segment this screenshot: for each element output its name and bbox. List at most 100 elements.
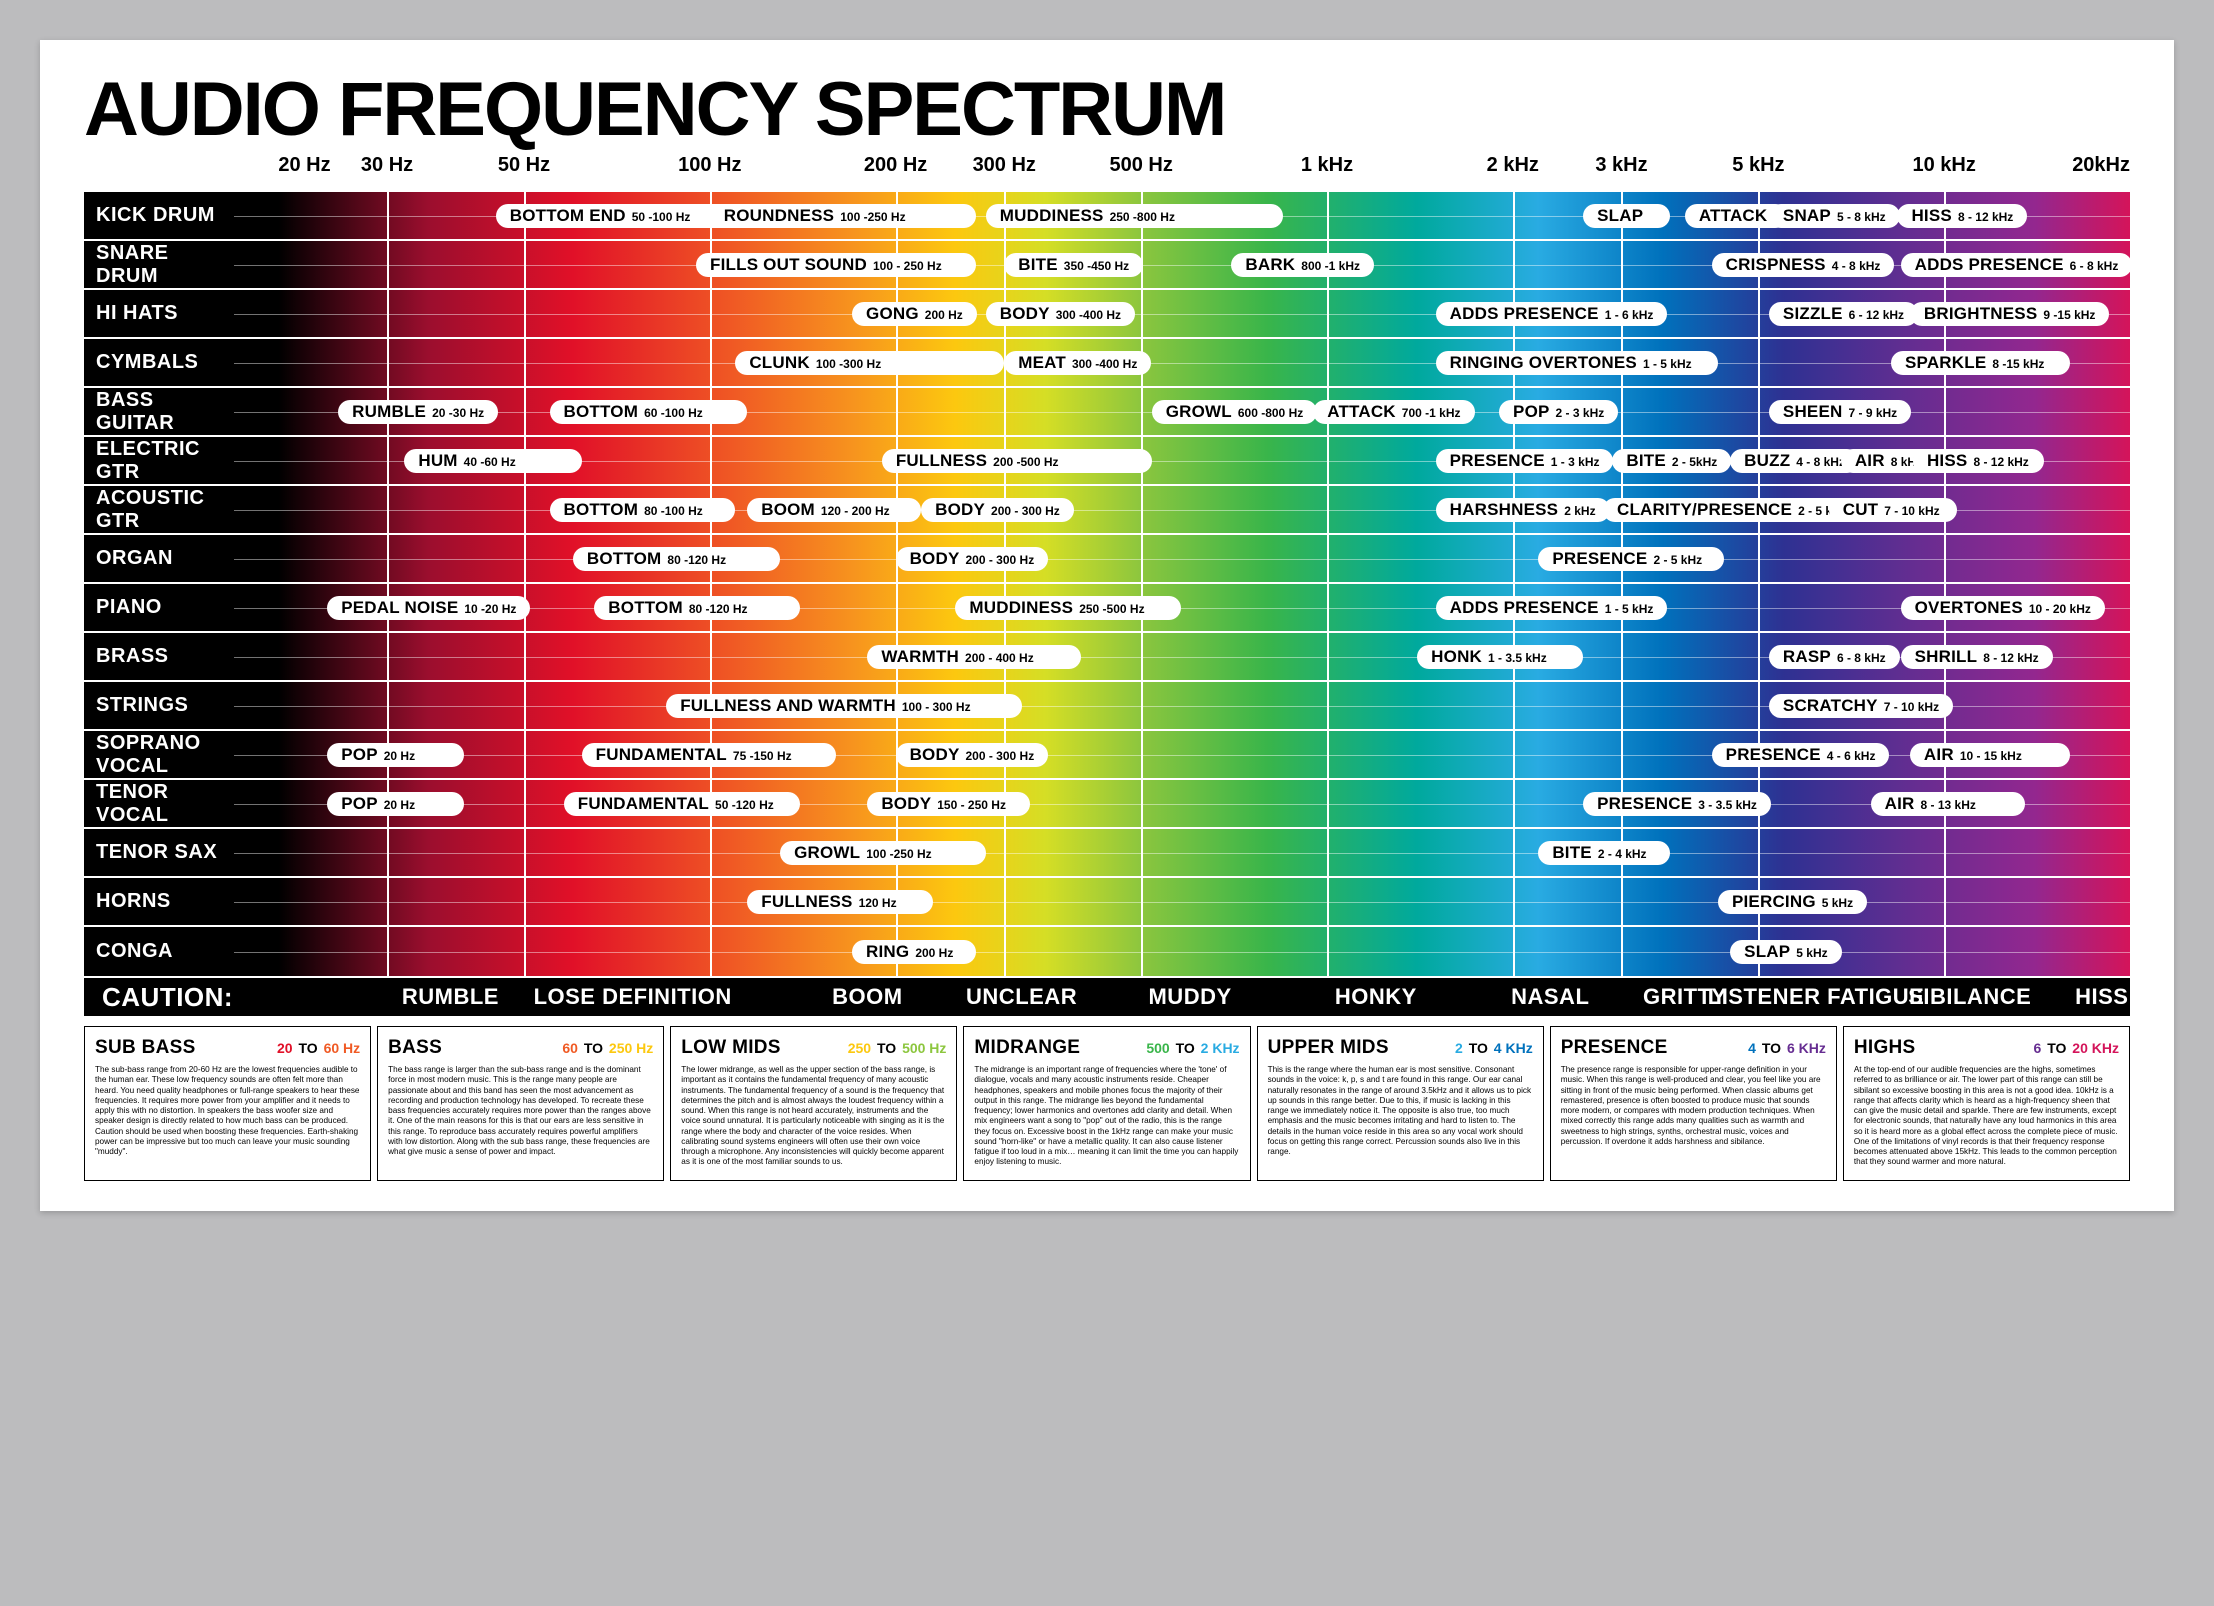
frequency-pill: PRESENCE2 - 5 kHz	[1538, 547, 1724, 571]
caution-item: NASAL	[1511, 984, 1589, 1010]
instrument-row: CYMBALSCLUNK100 -300 HzMEAT300 -400 HzRI…	[84, 339, 2130, 388]
freq-tick: 10 kHz	[1913, 154, 1976, 177]
frequency-pill: BOTTOM80 -120 Hz	[594, 596, 800, 620]
frequency-pill: BOTTOM END50 -100 Hz	[496, 204, 736, 228]
caution-label: CAUTION:	[84, 982, 244, 1013]
frequency-pill: BODY150 - 250 Hz	[867, 792, 1029, 816]
instrument-label: BRASS	[84, 633, 234, 680]
frequency-pill: FUNDAMENTAL50 -120 Hz	[564, 792, 800, 816]
range-description: This is the range where the human ear is…	[1268, 1065, 1533, 1157]
frequency-pill: ADDS PRESENCE1 - 5 kHz	[1436, 596, 1668, 620]
range-title: BASS	[388, 1037, 442, 1059]
freq-tick: 300 Hz	[973, 154, 1036, 177]
frequency-pill: MEAT300 -400 Hz	[1004, 351, 1151, 375]
frequency-pill: MUDDINESS250 -800 Hz	[986, 204, 1284, 228]
range-title: MIDRANGE	[974, 1037, 1080, 1059]
frequency-pill: BUZZ4 - 8 kHz	[1730, 449, 1859, 473]
instrument-label: HI HATS	[84, 290, 234, 337]
frequency-pill: PRESENCE3 - 3.5 kHz	[1583, 792, 1771, 816]
frequency-pill: BOOM120 - 200 Hz	[747, 498, 921, 522]
frequency-scale: 20 Hz30 Hz50 Hz100 Hz200 Hz300 Hz500 Hz1…	[84, 154, 2130, 188]
frequency-pill: FULLNESS AND WARMTH100 - 300 Hz	[666, 694, 1021, 718]
range-box: PRESENCE4 TO 6 KHzThe presence range is …	[1550, 1026, 1837, 1181]
range-description: The midrange is an important range of fr…	[974, 1065, 1239, 1168]
frequency-pill: OVERTONES10 - 20 kHz	[1901, 596, 2105, 620]
instrument-row: BASS GUITARRUMBLE20 -30 HzBOTTOM60 -100 …	[84, 388, 2130, 437]
range-title: HIGHS	[1854, 1037, 1916, 1059]
freq-tick: 100 Hz	[678, 154, 741, 177]
instrument-label: ACOUSTIC GTR	[84, 486, 234, 533]
frequency-pill: GONG200 Hz	[852, 302, 977, 326]
frequency-pill: AIR10 - 15 kHz	[1910, 743, 2070, 767]
caution-item: LOSE DEFINITION	[534, 984, 732, 1010]
frequency-pill: ROUNDNESS100 -250 Hz	[710, 204, 976, 228]
range-span: 4 TO 6 KHz	[1748, 1040, 1826, 1056]
freq-tick: 20kHz	[2072, 154, 2130, 177]
freq-tick: 1 kHz	[1301, 154, 1353, 177]
frequency-pill: SHRILL8 - 12 kHz	[1901, 645, 2053, 669]
frequency-pill: HARSHNESS2 kHz	[1436, 498, 1610, 522]
frequency-pill: SIZZLE6 - 12 kHz	[1769, 302, 1918, 326]
frequency-pill: BARK800 -1 kHz	[1231, 253, 1374, 277]
frequency-pill: POP20 Hz	[327, 743, 464, 767]
poster: AUDIO FREQUENCY SPECTRUM 20 Hz30 Hz50 Hz…	[40, 40, 2174, 1211]
frequency-pill: CRISPNESS4 - 8 kHz	[1712, 253, 1895, 277]
frequency-pill: POP20 Hz	[327, 792, 464, 816]
frequency-pill: CLARITY/PRESENCE2 - 5 kHz	[1603, 498, 1861, 522]
instrument-row: HORNSFULLNESS120 HzPIERCING5 kHz	[84, 878, 2130, 927]
range-description: The presence range is responsible for up…	[1561, 1065, 1826, 1147]
range-description: The sub-bass range from 20-60 Hz are the…	[95, 1065, 360, 1157]
page-title: AUDIO FREQUENCY SPECTRUM	[84, 74, 2130, 146]
frequency-pill: WARMTH200 - 400 Hz	[867, 645, 1081, 669]
range-description: At the top-end of our audible frequencie…	[1854, 1065, 2119, 1168]
frequency-pill: ADDS PRESENCE1 - 6 kHz	[1436, 302, 1668, 326]
frequency-pill: HONK1 - 3.5 kHz	[1417, 645, 1583, 669]
freq-tick: 30 Hz	[361, 154, 413, 177]
frequency-pill: RUMBLE20 -30 Hz	[338, 400, 498, 424]
frequency-pill: MUDDINESS250 -500 Hz	[955, 596, 1181, 620]
freq-tick: 500 Hz	[1110, 154, 1173, 177]
instrument-row: STRINGS FULLNESS AND WARMTH100 - 300 Hz SC…	[84, 682, 2130, 731]
range-description-boxes: SUB BASS20 TO 60 HzThe sub-bass range fr…	[84, 1026, 2130, 1181]
range-box: HIGHS6 TO 20 KHzAt the top-end of our au…	[1843, 1026, 2130, 1181]
instrument-label: TENOR VOCAL	[84, 780, 234, 827]
caution-item: SIBILANCE	[1908, 984, 2031, 1010]
frequency-pill: SCRATCHY7 - 10 kHz	[1769, 694, 1953, 718]
frequency-pill: SHEEN7 - 9 kHz	[1769, 400, 1911, 424]
instrument-label: KICK DRUM	[84, 192, 234, 239]
frequency-pill: SNAP5 - 8 kHz	[1769, 204, 1900, 228]
instrument-row: ELECTRIC GTRHUM40 -60 HzFULLNESS200 -500…	[84, 437, 2130, 486]
frequency-pill: PRESENCE1 - 3 kHz	[1436, 449, 1614, 473]
instrument-label: SNARE DRUM	[84, 241, 234, 288]
frequency-pill: BITE350 -450 Hz	[1004, 253, 1143, 277]
frequency-pill: RING200 Hz	[852, 940, 976, 964]
range-span: 250 TO 500 Hz	[848, 1040, 947, 1056]
range-span: 2 TO 4 KHz	[1455, 1040, 1533, 1056]
instrument-label: PIANO	[84, 584, 234, 631]
instrument-label: HORNS	[84, 878, 234, 925]
frequency-pill: FULLNESS200 -500 Hz	[882, 449, 1152, 473]
frequency-pill: FUNDAMENTAL75 -150 Hz	[582, 743, 836, 767]
caution-item: HONKY	[1335, 984, 1417, 1010]
range-description: The lower midrange, as well as the upper…	[681, 1065, 946, 1168]
frequency-pill: BITE2 - 4 kHz	[1538, 841, 1670, 865]
freq-tick: 50 Hz	[498, 154, 550, 177]
spectrum-chart: KICK DRUM BOTTOM END50 -100 HzROUNDNESS10…	[84, 192, 2130, 976]
range-title: SUB BASS	[95, 1037, 196, 1059]
frequency-pill: PIERCING5 kHz	[1718, 890, 1867, 914]
range-description: The bass range is larger than the sub-ba…	[388, 1065, 653, 1157]
frequency-pill: ATTACK700 -1 kHz	[1313, 400, 1474, 424]
instrument-row: SNARE DRUMFILLS OUT SOUND100 - 250 HzBIT…	[84, 241, 2130, 290]
freq-tick: 2 kHz	[1487, 154, 1539, 177]
frequency-pill: BITE2 - 5kHz	[1612, 449, 1731, 473]
caution-item: LISTENER FATIGUE	[1708, 984, 1925, 1010]
frequency-pill: RASP6 - 8 kHz	[1769, 645, 1900, 669]
instrument-label: STRINGS	[84, 682, 234, 729]
freq-tick: 200 Hz	[864, 154, 927, 177]
caution-item: UNCLEAR	[966, 984, 1077, 1010]
caution-item: BOOM	[832, 984, 902, 1010]
frequency-pill: PRESENCE4 - 6 kHz	[1712, 743, 1890, 767]
instrument-row: ORGANBOTTOM80 -120 HzBODY200 - 300 HzPRE…	[84, 535, 2130, 584]
range-box: SUB BASS20 TO 60 HzThe sub-bass range fr…	[84, 1026, 371, 1181]
instrument-label: ELECTRIC GTR	[84, 437, 234, 484]
